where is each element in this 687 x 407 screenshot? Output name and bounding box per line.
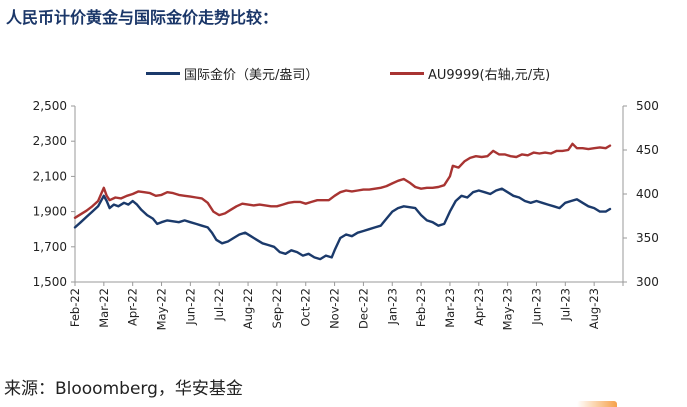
x-tick-label: Nov-22 [328,288,342,329]
decorative-corner-mark [577,401,617,407]
x-tick-label: Jul-23 [558,288,572,322]
x-tick-label: May-22 [155,288,169,330]
legend-swatch-intl-gold [146,72,180,75]
x-tick-label: Jul-22 [212,288,226,322]
x-tick-label: Apr-23 [472,288,486,326]
right-tick-label: 300 [636,275,659,289]
left-tick-label: 2,100 [33,169,67,183]
left-tick-label: 1,700 [33,240,67,254]
x-tick-label: Aug-23 [587,288,601,329]
gold-price-chart: 1,500 1,700 1,900 2,100 2,300 2,500 300 350 400 4… [33,99,659,330]
x-tick-label: Aug-22 [241,288,255,329]
left-tick-label: 1,900 [33,205,67,219]
series-line-au9999 [73,142,612,220]
legend-label-intl-gold: 国际金价（美元/盎司） [184,68,319,83]
x-tick-label: Feb-22 [68,288,82,327]
x-tick-label: Apr-22 [126,288,140,326]
chart-legend: 国际金价（美元/盎司） AU9999(右轴,元/克) [0,64,687,86]
legend-swatch-au9999 [390,72,424,75]
source-note: 来源：Blooomberg，华安基金 [4,379,243,399]
x-tick-label: Jun-22 [183,288,197,326]
x-tick-label: Mar-22 [97,288,111,328]
x-tick-label: Feb-23 [414,288,428,327]
x-tick-label: Sep-22 [270,288,284,328]
legend-label-au9999: AU9999(右轴,元/克) [428,68,551,83]
x-tick-label: Dec-22 [356,288,370,329]
right-tick-label: 350 [636,231,659,245]
x-tick-label: Jun-23 [529,288,543,326]
left-tick-label: 2,500 [33,99,67,113]
right-tick-label: 450 [636,143,659,157]
x-tick-label: Jan-23 [385,288,399,326]
series-line-intl-gold [73,187,612,261]
chart-title: 人民币计价黄金与国际金价走势比较： [6,8,279,27]
right-tick-label: 500 [636,99,659,113]
left-tick-label: 2,300 [33,134,67,148]
x-tick-label: Mar-23 [443,288,457,328]
legend-item-au9999: AU9999(右轴,元/克) [390,64,550,83]
left-tick-label: 1,500 [33,275,67,289]
x-tick-label: May-23 [501,288,515,330]
x-tick-label: Oct-22 [299,288,313,327]
right-tick-label: 400 [636,187,659,201]
legend-item-intl-gold: 国际金价（美元/盎司） [146,64,318,83]
